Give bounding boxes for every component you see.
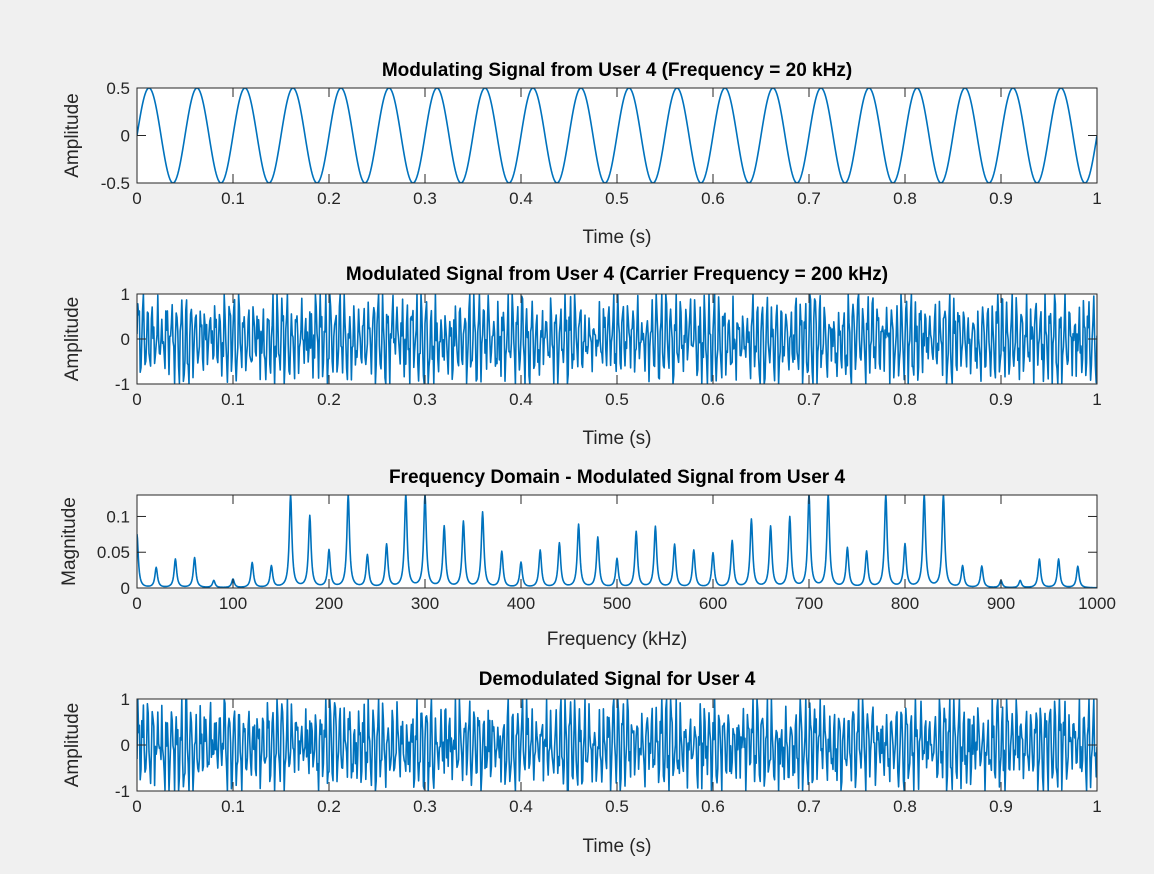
series-line — [137, 699, 1097, 791]
x-tick-label: 800 — [891, 594, 919, 613]
x-tick-label: 0.2 — [317, 189, 341, 208]
x-tick-label: 0.1 — [221, 390, 245, 409]
x-tick-label: 200 — [315, 594, 343, 613]
x-tick-label: 0.7 — [797, 390, 821, 409]
x-tick-label: 700 — [795, 594, 823, 613]
x-tick-label: 0.5 — [605, 797, 629, 816]
series-line — [137, 294, 1097, 384]
tick-layer: 0 0.1 0.2 0.3 0.4 0.5 0.6 0.7 0.8 0.9 1-101 — [115, 690, 1102, 816]
x-tick-label: 0.6 — [701, 390, 725, 409]
x-tick-label: 0.3 — [413, 797, 437, 816]
x-tick-label: 0.8 — [893, 390, 917, 409]
y-tick-label: 0.5 — [106, 79, 130, 98]
y-tick-label: 0 — [121, 736, 130, 755]
series-line — [137, 495, 1097, 588]
series-line — [137, 88, 1097, 183]
subplot-title: Modulating Signal from User 4 (Frequency… — [382, 60, 852, 81]
x-tick-label: 0.9 — [989, 390, 1013, 409]
x-tick-label: 1 — [1092, 390, 1101, 409]
y-tick-label: 0 — [121, 579, 130, 598]
subplot-title: Modulated Signal from User 4 (Carrier Fr… — [346, 264, 888, 285]
x-axis-label: Frequency (kHz) — [547, 629, 687, 650]
x-tick-label: 600 — [699, 594, 727, 613]
x-tick-label: 0.3 — [413, 189, 437, 208]
x-tick-label: 0.9 — [989, 797, 1013, 816]
x-tick-label: 0.7 — [797, 189, 821, 208]
plot-layer — [137, 88, 1097, 183]
x-tick-label: 0.1 — [221, 797, 245, 816]
x-tick-label: 0.4 — [509, 797, 533, 816]
axes-background — [137, 495, 1097, 588]
y-tick-label: 0.05 — [97, 543, 130, 562]
y-axis-label: Amplitude — [62, 93, 83, 178]
x-tick-label: 0.9 — [989, 189, 1013, 208]
x-tick-label: 0.2 — [317, 797, 341, 816]
x-tick-label: 0 — [132, 797, 141, 816]
tick-layer: 0 0.1 0.2 0.3 0.4 0.5 0.6 0.7 0.8 0.9 1-0.500.5 — [101, 79, 1102, 208]
plot-layer — [137, 699, 1097, 791]
x-axis-label: Time (s) — [583, 227, 652, 248]
x-tick-label: 0.5 — [605, 390, 629, 409]
x-tick-label: 1000 — [1078, 594, 1116, 613]
tick-layer: 0 0.1 0.2 0.3 0.4 0.5 0.6 0.7 0.8 0.9 1-101 — [115, 285, 1102, 409]
x-tick-label: 0.8 — [893, 189, 917, 208]
x-tick-label: 0.1 — [221, 189, 245, 208]
y-tick-label: 0 — [121, 127, 130, 146]
tick-layer: 0 100 200 300 400 500 600 700 800 900 1000 0 0.05 0.1 — [97, 495, 1116, 613]
x-tick-label: 0 — [132, 390, 141, 409]
y-tick-label: -0.5 — [101, 174, 130, 193]
x-tick-label: 500 — [603, 594, 631, 613]
subplot-demodulated-signal: Demodulated Signal for User 4 Amplitude … — [62, 669, 1102, 857]
plot-layer — [137, 294, 1097, 384]
x-tick-label: 0.6 — [701, 797, 725, 816]
x-tick-label: 1 — [1092, 797, 1101, 816]
plot-layer — [137, 495, 1097, 588]
x-tick-label: 0.2 — [317, 390, 341, 409]
x-tick-label: 0.4 — [509, 189, 533, 208]
subplot-title: Frequency Domain - Modulated Signal from… — [389, 467, 846, 488]
y-tick-label: -1 — [115, 375, 130, 394]
y-tick-label: 0 — [121, 330, 130, 349]
subplot-modulating-signal: Modulating Signal from User 4 (Frequency… — [62, 60, 1102, 248]
y-tick-label: -1 — [115, 782, 130, 801]
subplot-title: Demodulated Signal for User 4 — [479, 669, 756, 690]
x-tick-label: 1 — [1092, 189, 1101, 208]
x-tick-label: 0 — [132, 594, 141, 613]
x-axis-label: Time (s) — [583, 428, 652, 449]
x-tick-label: 0.8 — [893, 797, 917, 816]
subplot-modulated-signal: Modulated Signal from User 4 (Carrier Fr… — [62, 264, 1102, 449]
x-tick-label: 900 — [987, 594, 1015, 613]
y-axis-label: Amplitude — [62, 703, 83, 788]
y-tick-label: 1 — [121, 285, 130, 304]
x-tick-label: 100 — [219, 594, 247, 613]
y-axis-label: Amplitude — [62, 297, 83, 382]
x-axis-label: Time (s) — [583, 836, 652, 857]
y-tick-label: 1 — [121, 690, 130, 709]
x-tick-label: 300 — [411, 594, 439, 613]
subplot-frequency-domain: Frequency Domain - Modulated Signal from… — [59, 467, 1116, 650]
y-axis-label: Magnitude — [59, 497, 80, 586]
x-tick-label: 400 — [507, 594, 535, 613]
y-tick-label: 0.1 — [106, 507, 130, 526]
x-tick-label: 0.4 — [509, 390, 533, 409]
x-tick-label: 0.7 — [797, 797, 821, 816]
x-tick-label: 0.6 — [701, 189, 725, 208]
x-tick-label: 0.3 — [413, 390, 437, 409]
x-tick-label: 0 — [132, 189, 141, 208]
x-tick-label: 0.5 — [605, 189, 629, 208]
